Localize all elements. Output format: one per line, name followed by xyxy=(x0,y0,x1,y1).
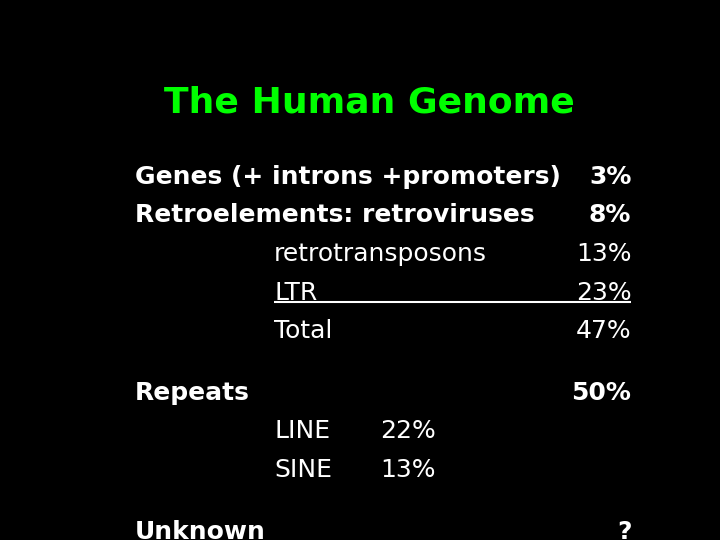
Text: 8%: 8% xyxy=(589,203,631,227)
Text: 50%: 50% xyxy=(572,381,631,405)
Text: LINE: LINE xyxy=(274,420,330,443)
Text: 3%: 3% xyxy=(589,165,631,188)
Text: 13%: 13% xyxy=(380,458,436,482)
Text: Repeats: Repeats xyxy=(135,381,250,405)
Text: SINE: SINE xyxy=(274,458,332,482)
Text: 22%: 22% xyxy=(380,420,436,443)
Text: Genes (+ introns +promoters): Genes (+ introns +promoters) xyxy=(135,165,560,188)
Text: 23%: 23% xyxy=(575,281,631,305)
Text: retrotransposons: retrotransposons xyxy=(274,242,487,266)
Text: Retroelements: retroviruses: Retroelements: retroviruses xyxy=(135,203,534,227)
Text: Unknown: Unknown xyxy=(135,519,266,540)
Text: Total: Total xyxy=(274,319,333,343)
Text: 13%: 13% xyxy=(576,242,631,266)
Text: ?: ? xyxy=(617,519,631,540)
Text: The Human Genome: The Human Genome xyxy=(163,85,575,119)
Text: 47%: 47% xyxy=(575,319,631,343)
Text: LTR: LTR xyxy=(274,281,318,305)
